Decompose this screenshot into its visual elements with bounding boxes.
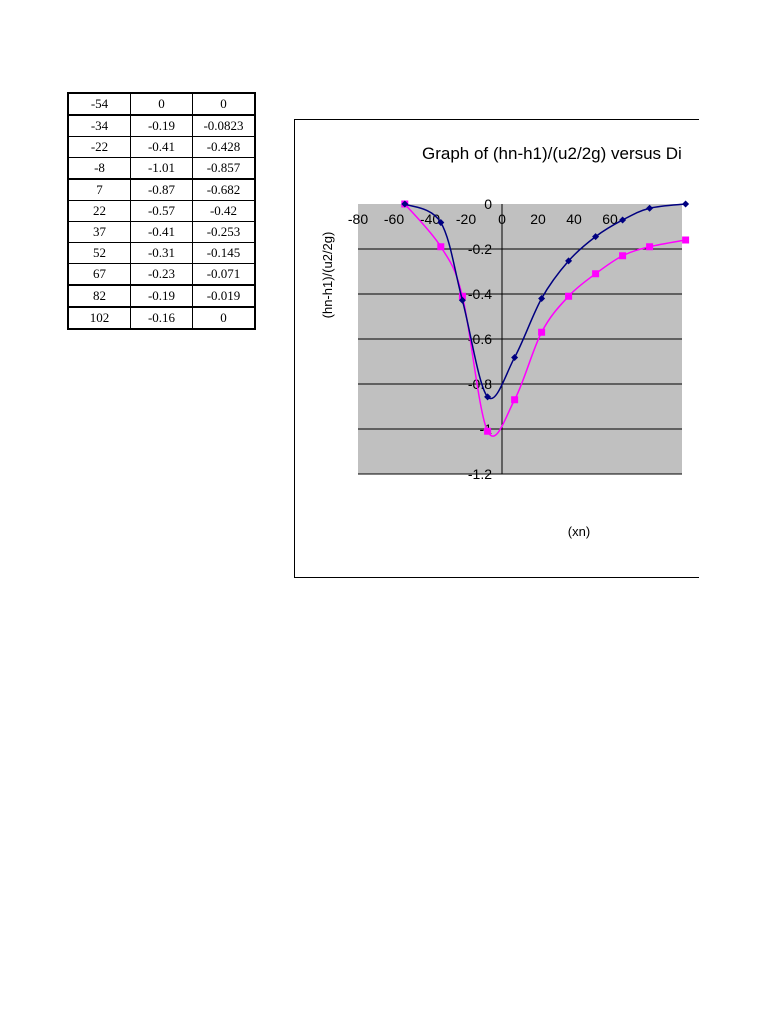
data-point-square [682,236,690,244]
table-cell: 102 [67,306,131,330]
table-cell: -0.428 [192,136,256,158]
y-tick-label: -0.2 [468,241,492,257]
data-table: -54 0 0 -34 -0.19 -0.0823 -22 -0.41 -0.428 -8 -1.0… [67,92,256,330]
y-axis-title: (hn-h1)/(u2/2g) [320,232,335,319]
table-cell: 52 [67,242,131,264]
table-cell: -0.19 [130,114,193,137]
x-tick-label: -60 [384,211,404,227]
table-row: -22 -0.41 -0.428 [67,136,256,158]
table-cell: -22 [67,136,131,158]
data-point-diamond [619,216,627,224]
x-tick-label: 40 [566,211,582,227]
table-cell: -0.41 [130,221,193,243]
data-point-diamond [646,204,654,212]
table-cell: 37 [67,221,131,243]
table-row: 22 -0.57 -0.42 [67,200,256,222]
data-point-square [437,243,445,251]
data-point-square [511,396,519,404]
table-row: -54 0 0 [67,92,256,116]
table-cell: -8 [67,157,131,180]
data-point-square [484,427,492,435]
table-cell: -0.019 [192,284,256,308]
data-point-square [592,270,600,278]
table-row: 37 -0.41 -0.253 [67,221,256,243]
table-cell: 22 [67,200,131,222]
data-point-diamond [565,257,573,265]
y-tick-label: -1.2 [468,466,492,482]
table-row: -34 -0.19 -0.0823 [67,114,256,137]
table-row: -8 -1.01 -0.857 [67,157,256,180]
table-cell: 0 [130,92,193,116]
data-point-diamond [538,295,546,302]
table-cell: -1.01 [130,157,193,180]
x-tick-label: -20 [456,211,476,227]
table-cell: -0.0823 [192,114,256,137]
table-cell: -0.253 [192,221,256,243]
table-cell: 7 [67,178,131,201]
x-tick-label: 60 [602,211,618,227]
table-row: 82 -0.19 -0.019 [67,284,256,308]
data-point-diamond [437,219,445,227]
table-cell: -0.87 [130,178,193,201]
series-line [404,203,686,400]
table-cell: -0.23 [130,263,193,286]
data-point-square [458,292,466,300]
table-cell: 0 [192,306,256,330]
table-cell: 82 [67,284,131,308]
table-row: 102 -0.16 0 [67,306,256,330]
y-tick-label: -0.4 [468,286,492,302]
table-cell: -0.19 [130,284,193,308]
table-cell: 67 [67,263,131,286]
y-tick-label: -0.6 [468,331,492,347]
chart-title: Graph of (hn-h1)/(u2/2g) versus Di [422,144,682,163]
data-point-diamond [458,296,466,304]
data-point-diamond [401,200,409,208]
x-tick-label: 20 [530,211,546,227]
table-cell: -0.42 [192,200,256,222]
data-point-diamond [682,200,690,208]
table-cell: 0 [192,92,256,116]
table-cell: -0.57 [130,200,193,222]
data-point-diamond [484,393,492,401]
data-point-diamond [592,233,600,241]
table-cell: -0.16 [130,306,193,330]
table-cell: -0.857 [192,157,256,180]
table-cell: -54 [67,92,131,116]
table-row: 7 -0.87 -0.682 [67,178,256,201]
table-cell: -0.41 [130,136,193,158]
x-axis-title: (xn) [568,524,590,539]
table-cell: -0.682 [192,178,256,201]
table-row: 52 -0.31 -0.145 [67,242,256,264]
table-cell: -0.145 [192,242,256,264]
data-point-square [646,243,654,251]
y-tick-label: -0.8 [468,376,492,392]
chart-frame: Graph of (hn-h1)/(u2/2g) versus Di (hn-h… [294,119,699,578]
table-cell: -0.071 [192,263,256,286]
x-tick-label: 0 [498,211,506,227]
table-cell: -34 [67,114,131,137]
y-tick-label: 0 [484,196,492,212]
data-point-square [565,292,573,300]
table-row: 67 -0.23 -0.071 [67,263,256,286]
chart-svg: Graph of (hn-h1)/(u2/2g) versus Di (hn-h… [320,144,690,539]
table-cell: -0.31 [130,242,193,264]
x-tick-label: -80 [348,211,368,227]
data-point-square [538,328,546,336]
data-point-square [619,252,627,260]
